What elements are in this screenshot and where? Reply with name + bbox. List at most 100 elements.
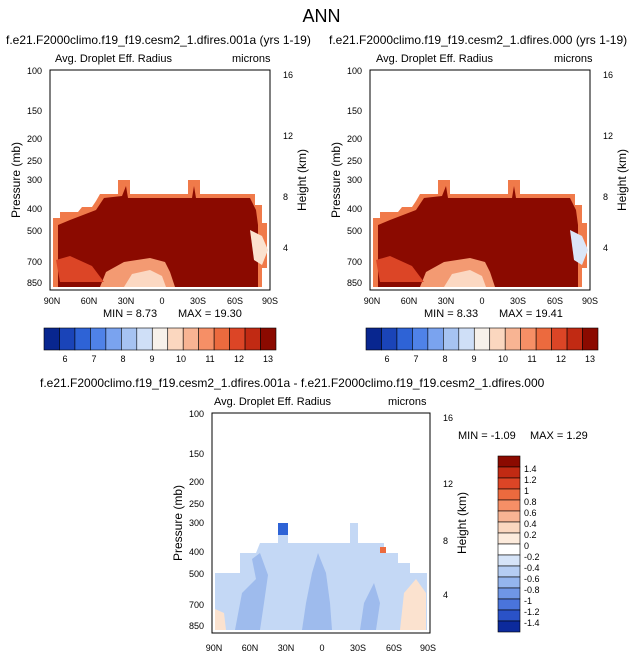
colorbar-swatch [497, 598, 521, 611]
colorbar-swatch [497, 609, 521, 622]
colorbar-swatch [497, 488, 521, 501]
panel-3-xtick: 0 [319, 643, 324, 653]
panel-1-y2-ticks: 16 12 8 4 [283, 70, 293, 253]
panel-3-y2tick: 16 [443, 413, 453, 423]
panel-3-y2-ticks: 16 12 8 4 [443, 413, 453, 600]
panel-3-units: microns [388, 396, 427, 408]
panel-2-colorbar-labels: 6 7 8 9 10 11 12 13 [384, 354, 595, 364]
colorbar-label: 1.4 [524, 464, 537, 474]
panel-3-min: MIN = -1.09 [458, 430, 516, 442]
colorbar-swatch [582, 327, 599, 351]
panel-1-ytick: 200 [27, 134, 42, 144]
colorbar-swatch [365, 327, 382, 351]
panel-1-ytick: 250 [27, 156, 42, 166]
panel-1-colorbar-labels: 6 7 8 9 10 11 12 13 [62, 354, 273, 364]
panel-1-xtick: 30N [118, 296, 135, 306]
panel-3-colorbar-swatches [497, 455, 521, 633]
colorbar-swatch [244, 327, 261, 351]
colorbar-swatch [497, 576, 521, 589]
colorbar-swatch [260, 327, 277, 351]
panel-1-ylabel: Pressure (mb) [9, 142, 23, 218]
colorbar-swatch [412, 327, 429, 351]
panel-2-y2-ticks: 16 12 8 4 [603, 70, 613, 253]
colorbar-label: 9 [149, 354, 154, 364]
colorbar-swatch [443, 327, 460, 351]
panel-3-y-ticks: 100 150 200 250 300 400 500 700 850 [189, 409, 204, 631]
panel-2-xtick: 0 [479, 296, 484, 306]
colorbar-swatch [167, 327, 184, 351]
panel-1-ytick: 850 [27, 278, 42, 288]
panel-3-ytick: 500 [189, 569, 204, 579]
panel-2-field-core [378, 186, 578, 287]
panel-2-max: MAX = 19.41 [499, 308, 563, 320]
panel-2-ytick: 500 [347, 226, 362, 236]
colorbar-label: -0.6 [524, 574, 540, 584]
panel-1-colorbar: 6 7 8 9 10 11 12 13 [43, 327, 277, 364]
panel-3-ytick: 850 [189, 621, 204, 631]
colorbar-swatch [497, 499, 521, 512]
panel-3-xtick: 90N [206, 643, 223, 653]
colorbar-swatch [497, 532, 521, 545]
panel-1-max: MAX = 19.30 [178, 308, 242, 320]
colorbar-label: 1 [524, 486, 529, 496]
colorbar-label: -0.2 [524, 552, 540, 562]
panel-1-variable: Avg. Droplet Eff. Radius [55, 53, 172, 65]
colorbar-label: 6 [384, 354, 389, 364]
panel-3-ytick: 300 [189, 518, 204, 528]
colorbar-label: 6 [62, 354, 67, 364]
colorbar-swatch [182, 327, 199, 351]
colorbar-label: 0 [524, 541, 529, 551]
colorbar-label: 0.8 [524, 497, 537, 507]
colorbar-swatch [381, 327, 398, 351]
panel-3-xtick: 90S [420, 643, 436, 653]
panel-2-ytick: 150 [347, 106, 362, 116]
panel-3-ytick: 100 [189, 409, 204, 419]
colorbar-label: 8 [442, 354, 447, 364]
panel-1-xtick: 60N [81, 296, 98, 306]
colorbar-swatch [497, 565, 521, 578]
colorbar-label: 10 [498, 354, 508, 364]
panel-2-ytick: 250 [347, 156, 362, 166]
colorbar-swatch [213, 327, 230, 351]
colorbar-swatch [566, 327, 583, 351]
panel-2-field-westlobe [376, 256, 424, 282]
colorbar-label: 12 [234, 354, 244, 364]
colorbar-swatch [497, 510, 521, 523]
colorbar-swatch [497, 455, 521, 468]
colorbar-swatch [151, 327, 169, 351]
colorbar-swatch [489, 327, 506, 351]
colorbar-swatch [504, 327, 521, 351]
colorbar-label: 7 [413, 354, 418, 364]
colorbar-label: 12 [556, 354, 566, 364]
panel-1-xtick: 0 [159, 296, 164, 306]
panel-1-field-lowlevel-core [124, 270, 166, 287]
colorbar-swatch [396, 327, 413, 351]
panel-3-x-ticks: 90N 60N 30N 0 30S 60S 90S [206, 643, 436, 653]
colorbar-label: 8 [120, 354, 125, 364]
panel-2-ytick: 850 [347, 278, 362, 288]
panel-1-x-ticks: 90N 60N 30N 0 30S 60S 90S [44, 296, 278, 306]
panel-3-ylabel: Pressure (mb) [171, 485, 185, 561]
panel-1-y2tick: 16 [283, 70, 293, 80]
panel-3-xtick: 30N [278, 643, 295, 653]
panel-2-colorbar-swatches [365, 327, 599, 351]
panel-1-min: MIN = 8.73 [103, 308, 158, 320]
panel-2-field-lowlevel-core [444, 270, 486, 287]
panel-1-units: microns [232, 53, 271, 65]
colorbar-label: 7 [91, 354, 96, 364]
panel-2-field [373, 180, 588, 287]
panel-2-ytick: 700 [347, 257, 362, 267]
panel-2-y-ticks: 100 150 200 250 300 400 500 700 850 [347, 66, 362, 288]
panel-1-ytick: 150 [27, 106, 42, 116]
panel-1-ytick: 700 [27, 257, 42, 267]
colorbar-label: 11 [205, 354, 214, 364]
panel-3-y2tick: 8 [443, 536, 448, 546]
panel-1-ytick: 400 [27, 204, 42, 214]
panel-2-ytick: 400 [347, 204, 362, 214]
panel-3-colorbar: 1.4 1.2 1 0.8 0.6 0.4 0.2 0 -0.2 -0.4 -0… [497, 455, 540, 633]
colorbar-label: 11 [527, 354, 536, 364]
panel-1-y2tick: 12 [283, 131, 293, 141]
colorbar-swatch [90, 327, 107, 351]
panel-3-plot: 100 150 200 250 300 400 500 700 850 16 1… [171, 409, 469, 653]
panel-3-ytick: 700 [189, 600, 204, 610]
